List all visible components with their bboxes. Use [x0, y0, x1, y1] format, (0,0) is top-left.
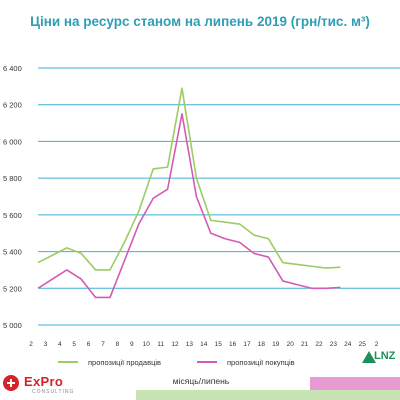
expro-name: ExPro: [24, 374, 64, 389]
x-tick-label: 11: [157, 341, 164, 348]
x-tick-label: 21: [301, 341, 309, 348]
lnz-triangle-icon: [362, 351, 376, 363]
lnz-logo: LNZ: [360, 348, 400, 374]
x-tick-label: 19: [272, 341, 280, 348]
x-tick-label: 18: [258, 341, 266, 348]
series-line-2: [37, 113, 341, 299]
y-tick-label: 5 400: [3, 248, 22, 257]
footer-band-pink: [310, 377, 400, 390]
x-tick-label: 20: [287, 341, 295, 348]
y-tick-label: 6 000: [3, 137, 22, 146]
x-tick-label: 6: [87, 341, 91, 348]
expro-mark-icon: [3, 375, 19, 391]
x-tick-label: 12: [171, 341, 179, 348]
y-tick-label: 6 400: [3, 64, 22, 73]
x-tick-label: 25: [359, 341, 367, 348]
y-tick-label: 5 200: [3, 284, 22, 293]
x-tick-label: 2: [29, 341, 33, 348]
x-tick-label: 10: [143, 341, 151, 348]
x-tick-label: 17: [243, 341, 251, 348]
x-tick-label: 9: [130, 341, 134, 348]
x-tick-label: 24: [344, 341, 352, 348]
y-tick-label: 6 200: [3, 101, 22, 110]
lnz-name: LNZ: [374, 350, 396, 362]
x-tick-label: 14: [200, 341, 208, 348]
y-tick-label: 5 600: [3, 211, 22, 220]
x-tick-label: 13: [186, 341, 194, 348]
series-line-1: [37, 87, 341, 271]
x-tick-label: 2: [375, 341, 379, 348]
x-tick-label: 7: [101, 341, 105, 348]
footer-band-green: [136, 390, 400, 400]
x-tick-label: 4: [58, 341, 62, 348]
legend-label-2: пропозиції покупців: [227, 358, 295, 367]
x-tick-label: 5: [72, 341, 76, 348]
y-tick-label: 5 800: [3, 174, 22, 183]
chart-title: Ціни на ресурс станом на липень 2019 (гр…: [30, 14, 370, 29]
x-tick-label: 8: [116, 341, 120, 348]
expro-logo: ExPro CONSULTING: [2, 372, 92, 400]
x-tick-label: 15: [215, 341, 223, 348]
expro-sub: CONSULTING: [32, 389, 75, 395]
x-tick-label: 22: [315, 341, 323, 348]
x-tick-label: 3: [44, 341, 48, 348]
x-tick-label: 23: [330, 341, 338, 348]
x-axis-title: місяць/липень: [172, 376, 230, 386]
x-tick-label: 16: [229, 341, 237, 348]
legend-label-1: пропозиції продавців: [88, 358, 161, 367]
y-tick-label: 5 000: [3, 321, 22, 330]
